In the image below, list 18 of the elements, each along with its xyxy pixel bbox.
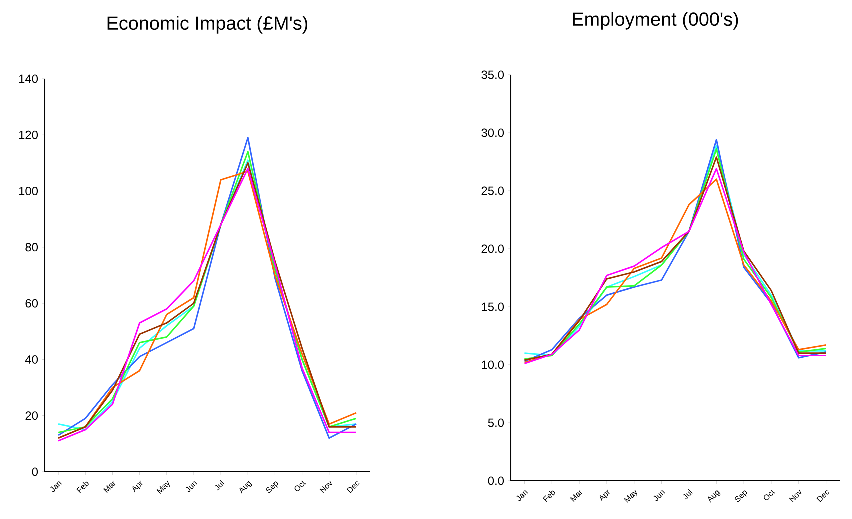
y-tick-label: 20.0 (482, 244, 504, 254)
y-tick-label: 35.0 (482, 70, 504, 80)
chart-title: Economic Impact (£M's) (108, 16, 308, 34)
y-tick-label: 140 (19, 74, 38, 84)
y-tick-label: 60 (26, 299, 38, 308)
chart-title: Employment (000's) (573, 12, 738, 30)
y-tick-label: 100 (19, 187, 38, 196)
y-tick-label: 15.0 (482, 302, 504, 312)
y-tick-label: 0 (32, 468, 38, 476)
y-tick-label: 40 (25, 355, 38, 364)
y-tick-label: 80 (26, 243, 38, 252)
y-tick-label: 120 (19, 130, 38, 140)
y-tick-label: 25.0 (482, 186, 504, 196)
y-tick-label: 20 (26, 412, 38, 420)
y-tick-label: 5.0 (488, 418, 504, 428)
y-tick-label: 30.0 (482, 128, 504, 138)
y-tick-label: 10.0 (482, 360, 504, 370)
y-tick-label: 0.0 (488, 476, 504, 486)
